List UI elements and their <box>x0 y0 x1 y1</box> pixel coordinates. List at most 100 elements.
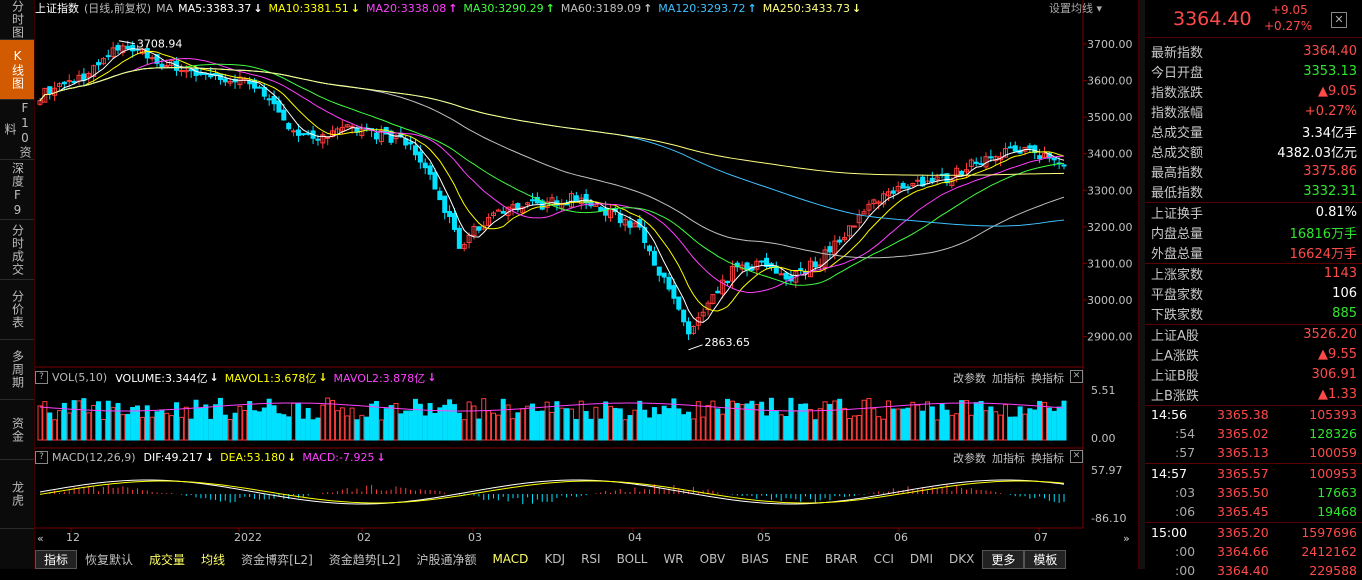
volume-bar <box>832 400 838 441</box>
vol-switch-indicator-button[interactable]: 换指标 <box>1031 371 1064 385</box>
left-tab-3[interactable]: 深度F9 <box>0 160 34 220</box>
candle-body <box>461 244 467 249</box>
quote-value: 16624万手 <box>1289 246 1357 262</box>
left-tab-2[interactable]: F10资料 <box>0 100 34 160</box>
tick-time: 15:00 <box>1151 525 1188 540</box>
chart-mode: (日线,前复权) <box>84 2 152 15</box>
price-axis-label: 3700.00 <box>1087 38 1133 51</box>
left-tab-0[interactable]: 分时图 <box>0 0 34 40</box>
volume-bar <box>281 414 287 441</box>
volume-bar <box>705 404 711 441</box>
indicator-tab-16[interactable]: CCI <box>873 552 894 566</box>
indicator-tab-1[interactable]: 恢复默认 <box>85 552 134 567</box>
candle-body <box>651 250 657 266</box>
quote-value: 3364.40 <box>1303 43 1357 59</box>
volume-bar <box>554 401 560 441</box>
volume-bar <box>529 403 535 441</box>
candle-body <box>471 225 477 236</box>
indicator-tab-8[interactable]: KDJ <box>544 552 566 566</box>
indicator-tab-19[interactable]: 更多 <box>982 549 1025 569</box>
indicator-tab-20[interactable]: 模板 <box>1024 549 1067 569</box>
candle-body <box>676 296 682 310</box>
indicator-tab-6[interactable]: 沪股通净额 <box>416 552 477 567</box>
left-tab-bar: 分时图 K线图 F10资料 深度F9 分时成交 分价表 多周期 资金 龙虎 <box>0 0 35 569</box>
quote-key: 总成交额 <box>1151 145 1204 161</box>
candle-body <box>1041 153 1047 158</box>
left-tab-5[interactable]: 分价表 <box>0 280 34 340</box>
macd-panel-header: ? MACD(12,26,9) DIF:49.217 ↓ DEA:53.180 … <box>35 449 1083 465</box>
tick-time: 14:56 <box>1151 407 1188 422</box>
quote-row-rows2-0: 上证换手 0.81% <box>1145 202 1357 222</box>
indicator-tab-2[interactable]: 成交量 <box>149 552 186 567</box>
candle-body <box>71 80 77 84</box>
high-annotation: 3708.94 <box>137 38 183 51</box>
volume-bar <box>403 410 409 441</box>
volume-bar <box>505 404 511 441</box>
volume-bar <box>788 397 794 441</box>
time-axis-label: 04 <box>628 531 642 544</box>
quote-key: 上B涨跌 <box>1151 388 1199 404</box>
indicator-tab-3[interactable]: 均线 <box>201 552 226 567</box>
candle-body <box>510 204 516 210</box>
volume-bar <box>1007 416 1013 441</box>
indicator-tab-0[interactable]: 指标 <box>35 549 78 569</box>
volume-bar <box>617 408 623 441</box>
indicator-tab-15[interactable]: BRAR <box>824 552 858 566</box>
vol-panel-menu-icon[interactable]: ? <box>35 371 48 384</box>
price-axis-label: 3600.00 <box>1087 75 1133 88</box>
left-tab-1[interactable]: K线图 <box>0 40 34 100</box>
kline-chart-canvas[interactable]: 3700.00 3600.00 3500.00 3400.00 3300.00 3200.… <box>35 0 1138 569</box>
vol-close-icon[interactable]: ✕ <box>1070 369 1083 383</box>
indicator-tab-12[interactable]: OBV <box>699 552 726 566</box>
vol-add-indicator-button[interactable]: 加指标 <box>992 371 1025 385</box>
candle-body <box>1046 152 1052 159</box>
tick-row: :54 3365.02 128326 <box>1145 424 1357 443</box>
macd-close-icon[interactable]: ✕ <box>1070 449 1083 463</box>
indicator-tab-5[interactable]: 资金趋势[L2] <box>328 552 401 567</box>
volume-bar <box>81 398 87 441</box>
volume-bar <box>325 397 331 441</box>
indicator-tab-14[interactable]: ENE <box>784 552 809 566</box>
left-tab-6[interactable]: 多周期 <box>0 340 34 400</box>
volume-bar <box>437 407 443 441</box>
left-tab-4[interactable]: 分时成交 <box>0 220 34 280</box>
indicator-tab-4[interactable]: 资金博弈[L2] <box>241 552 313 567</box>
candle-body <box>456 227 462 249</box>
dif-line <box>39 479 1065 505</box>
macd-switch-indicator-button[interactable]: 换指标 <box>1031 451 1064 465</box>
left-tab-7[interactable]: 资金 <box>0 400 34 460</box>
volume-bar <box>300 418 306 441</box>
macd-change-params-button[interactable]: 改参数 <box>953 451 986 465</box>
left-tab-8[interactable]: 龙虎 <box>0 460 34 529</box>
ma-settings-button[interactable]: 设置均线 ▾ <box>1048 2 1102 15</box>
ma-label: MA <box>156 1 174 15</box>
vol-change-params-button[interactable]: 改参数 <box>953 371 986 385</box>
indicator-tab-11[interactable]: WR <box>663 552 684 566</box>
volume-bar <box>1017 406 1023 441</box>
scroll-right-icon[interactable]: » <box>1123 532 1130 545</box>
close-panel-icon[interactable]: ✕ <box>1331 12 1347 28</box>
dea-arrow-icon: ↓ <box>287 451 297 464</box>
volume-bar <box>135 405 141 441</box>
ma-legend-bar: 上证指数 (日线,前复权) MA MA5:3383.37 ↓ MA10:3381.5… <box>35 0 1115 16</box>
candle-body <box>378 129 384 143</box>
indicator-tab-18[interactable]: DKX <box>949 552 975 566</box>
candle-body <box>81 73 87 81</box>
indicator-tab-9[interactable]: RSI <box>581 552 601 566</box>
ma-item-5: MA120:3293.72 <box>658 1 746 15</box>
volume-bar <box>115 402 121 441</box>
indicator-tab-10[interactable]: BOLL <box>616 552 648 566</box>
volume-bar <box>349 407 355 441</box>
candle-body <box>837 239 843 243</box>
indicator-tab-7[interactable]: MACD <box>492 552 529 566</box>
candle-body <box>754 260 760 270</box>
scroll-left-icon[interactable]: « <box>37 532 44 545</box>
candle-body <box>1012 145 1018 152</box>
macd-add-indicator-button[interactable]: 加指标 <box>992 451 1025 465</box>
macd-panel-menu-icon[interactable]: ? <box>35 451 48 464</box>
indicator-tab-13[interactable]: BIAS <box>741 552 769 566</box>
candle-body <box>100 58 106 65</box>
tick-row: :03 3365.50 17663 <box>1145 483 1357 502</box>
indicator-tab-17[interactable]: DMI <box>909 552 933 566</box>
candle-body <box>900 182 906 189</box>
